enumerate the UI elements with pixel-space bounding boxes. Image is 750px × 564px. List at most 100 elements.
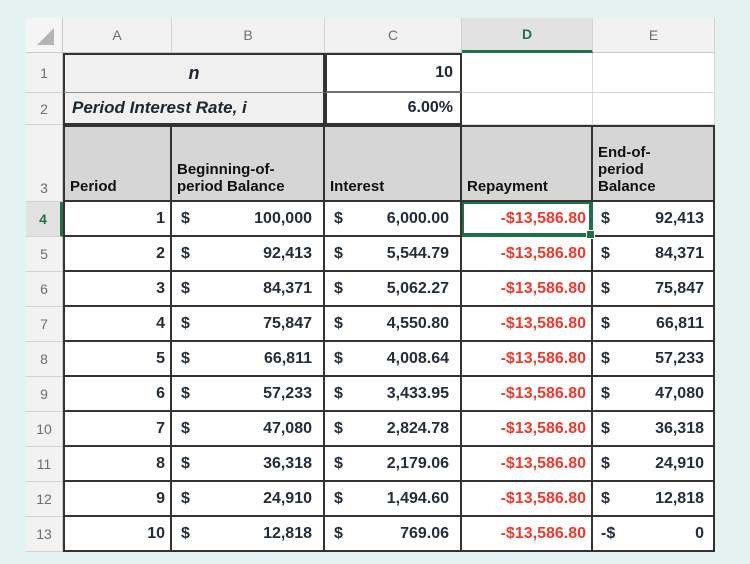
cell-A11[interactable]: 8 — [63, 447, 172, 482]
cell-B5[interactable]: $92,413 — [172, 237, 325, 272]
row-header-9[interactable]: 9 — [26, 377, 63, 412]
cell-D2[interactable] — [462, 93, 593, 125]
cell-A8[interactable]: 5 — [63, 342, 172, 377]
currency-symbol: $ — [181, 279, 190, 297]
cell-E11[interactable]: $24,910 — [593, 447, 715, 482]
cell-A13[interactable]: 10 — [63, 517, 172, 552]
cell-C1-n-value[interactable]: 10 — [325, 53, 462, 93]
cell-A5[interactable]: 2 — [63, 237, 172, 272]
cell-B12[interactable]: $24,910 — [172, 482, 325, 517]
cell-A6[interactable]: 3 — [63, 272, 172, 307]
cell-B10[interactable]: $47,080 — [172, 412, 325, 447]
cell-C7[interactable]: $4,550.80 — [325, 307, 462, 342]
cell-C3-header-interest[interactable]: Interest — [325, 125, 462, 202]
cell-A2-rate-label[interactable]: Period Interest Rate, i — [63, 93, 325, 125]
currency-symbol: $ — [181, 209, 190, 227]
cell-C13[interactable]: $769.06 — [325, 517, 462, 552]
cell-B4[interactable]: $100,000 — [172, 202, 325, 237]
cell-D4-selected[interactable]: -$13,586.80 — [462, 202, 595, 239]
cell-E10[interactable]: $36,318 — [593, 412, 715, 447]
cell-D9[interactable]: -$13,586.80 — [462, 377, 593, 412]
cell-A4[interactable]: 1 — [63, 202, 172, 237]
cell-B7[interactable]: $75,847 — [172, 307, 325, 342]
col-header-A[interactable]: A — [63, 18, 172, 53]
cell-D10[interactable]: -$13,586.80 — [462, 412, 593, 447]
header-end-label: End-of-period Balance — [598, 144, 656, 196]
cell-A3-header-period[interactable]: Period — [63, 125, 172, 202]
row-header-5[interactable]: 5 — [26, 237, 63, 272]
cell-C10[interactable]: $2,824.78 — [325, 412, 462, 447]
cell-E4[interactable]: $92,413 — [593, 202, 715, 237]
currency-symbol: $ — [181, 454, 190, 472]
amount: 36,318 — [263, 454, 312, 472]
col-header-C[interactable]: C — [325, 18, 462, 53]
row-header-13[interactable]: 13 — [26, 517, 63, 552]
cell-D8[interactable]: -$13,586.80 — [462, 342, 593, 377]
amount: 84,371 — [263, 279, 312, 297]
amount: 1,494.60 — [386, 489, 449, 507]
cell-D7[interactable]: -$13,586.80 — [462, 307, 593, 342]
currency-symbol: $ — [334, 209, 343, 227]
cell-D5[interactable]: -$13,586.80 — [462, 237, 593, 272]
cell-E8[interactable]: $57,233 — [593, 342, 715, 377]
cell-B9[interactable]: $57,233 — [172, 377, 325, 412]
row-header-4[interactable]: 4 — [26, 202, 63, 237]
row-header-2[interactable]: 2 — [26, 93, 63, 125]
amount: 66,811 — [263, 349, 312, 367]
cell-C5[interactable]: $5,544.79 — [325, 237, 462, 272]
cell-B11[interactable]: $36,318 — [172, 447, 325, 482]
row-header-1[interactable]: 1 — [26, 53, 63, 93]
cell-C12[interactable]: $1,494.60 — [325, 482, 462, 517]
cell-D12[interactable]: -$13,586.80 — [462, 482, 593, 517]
select-all-corner[interactable] — [26, 18, 63, 53]
cell-B13[interactable]: $12,818 — [172, 517, 325, 552]
cell-D11[interactable]: -$13,586.80 — [462, 447, 593, 482]
cell-E5[interactable]: $84,371 — [593, 237, 715, 272]
cell-A7[interactable]: 4 — [63, 307, 172, 342]
col-header-D[interactable]: D — [462, 18, 593, 53]
cell-A10[interactable]: 7 — [63, 412, 172, 447]
cell-C4[interactable]: $6,000.00 — [325, 202, 462, 237]
cell-C8[interactable]: $4,008.64 — [325, 342, 462, 377]
row-header-3[interactable]: 3 — [26, 125, 63, 202]
cell-E3-header-end[interactable]: End-of-period Balance — [593, 125, 715, 202]
cell-D1[interactable] — [462, 53, 593, 93]
amount: 24,910 — [655, 454, 704, 472]
select-all-icon — [37, 28, 54, 45]
row-header-8[interactable]: 8 — [26, 342, 63, 377]
cell-D3-header-repayment[interactable]: Repayment — [462, 125, 593, 202]
cell-B8[interactable]: $66,811 — [172, 342, 325, 377]
col-header-E[interactable]: E — [593, 18, 715, 53]
repayment-value: -$13,586.80 — [500, 454, 586, 472]
cell-A1-n-label[interactable]: n — [63, 53, 325, 93]
cell-C11[interactable]: $2,179.06 — [325, 447, 462, 482]
row-header-6[interactable]: 6 — [26, 272, 63, 307]
cell-D13[interactable]: -$13,586.80 — [462, 517, 593, 552]
cell-E9[interactable]: $47,080 — [593, 377, 715, 412]
row-header-12[interactable]: 12 — [26, 482, 63, 517]
cell-D6[interactable]: -$13,586.80 — [462, 272, 593, 307]
header-repayment-label: Repayment — [467, 178, 548, 196]
row-header-7[interactable]: 7 — [26, 307, 63, 342]
cell-E12[interactable]: $12,818 — [593, 482, 715, 517]
amount: 100,000 — [254, 209, 312, 227]
col-header-B[interactable]: B — [172, 18, 325, 53]
row-header-11[interactable]: 11 — [26, 447, 63, 482]
cell-B3-header-beginning[interactable]: Beginning-of-period Balance — [172, 125, 325, 202]
cell-C9[interactable]: $3,433.95 — [325, 377, 462, 412]
amount: 769.06 — [400, 524, 449, 542]
cell-E13[interactable]: -$ 0 — [593, 517, 715, 552]
cell-C6[interactable]: $5,062.27 — [325, 272, 462, 307]
currency-symbol: $ — [601, 349, 610, 367]
cell-E6[interactable]: $75,847 — [593, 272, 715, 307]
cell-A12[interactable]: 9 — [63, 482, 172, 517]
row-header-10[interactable]: 10 — [26, 412, 63, 447]
cell-E2[interactable] — [593, 93, 715, 125]
cell-C2-rate-value[interactable]: 6.00% — [325, 93, 462, 125]
cell-B6[interactable]: $84,371 — [172, 272, 325, 307]
cell-E1[interactable] — [593, 53, 715, 93]
cell-E7[interactable]: $66,811 — [593, 307, 715, 342]
fill-handle[interactable] — [586, 230, 595, 239]
cell-A9[interactable]: 6 — [63, 377, 172, 412]
spreadsheet: A B C D E 1 n 10 2 Period Interest Rate,… — [26, 18, 715, 552]
